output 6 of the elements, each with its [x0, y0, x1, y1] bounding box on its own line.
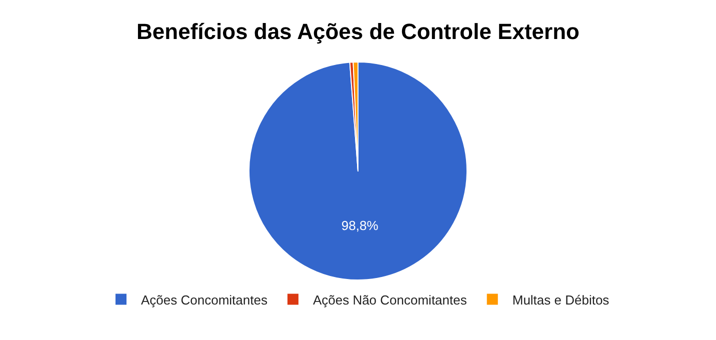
- data-label: 98,8%: [341, 218, 379, 233]
- legend-label: Ações Concomitantes: [141, 292, 268, 308]
- legend-label: Multas e Débitos: [512, 292, 610, 308]
- chart-title: Benefícios das Ações de Controle Externo: [136, 19, 580, 44]
- legend-label: Ações Não Concomitantes: [312, 292, 468, 308]
- pie-slice: [248, 62, 468, 280]
